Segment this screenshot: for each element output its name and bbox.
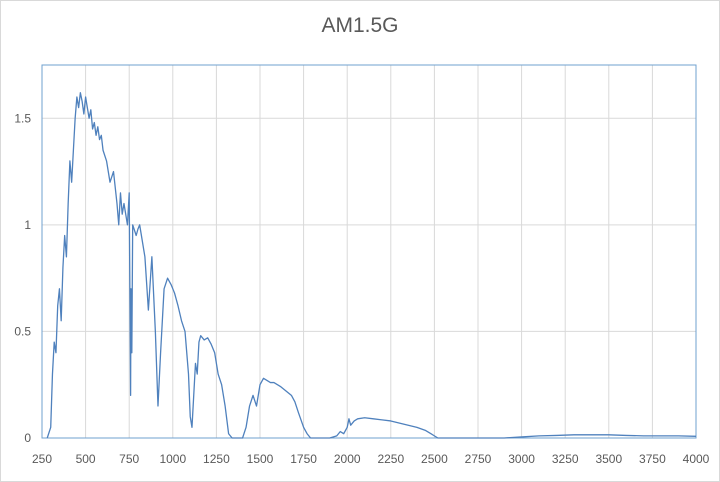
- x-tick-label: 2750: [465, 452, 492, 466]
- x-tick-label: 1750: [290, 452, 317, 466]
- x-tick-label: 1000: [159, 452, 186, 466]
- x-tick-label: 2000: [334, 452, 361, 466]
- axes: [41, 64, 697, 439]
- y-tick-label: 0: [24, 431, 31, 445]
- x-tick-label: 3750: [639, 452, 666, 466]
- tick-labels: 250 500 750 1000 1250 1500 1750 2000 2250 2500 275…: [14, 111, 709, 466]
- x-tick-label: 250: [32, 452, 52, 466]
- x-tick-label: 750: [119, 452, 139, 466]
- y-tick-label: 1: [24, 218, 31, 232]
- x-tick-label: 500: [76, 452, 96, 466]
- x-tick-label: 2250: [377, 452, 404, 466]
- y-tick-label: 1.5: [14, 111, 31, 125]
- x-tick-label: 3250: [552, 452, 579, 466]
- x-tick-label: 4000: [683, 452, 710, 466]
- x-tick-label: 1250: [203, 452, 230, 466]
- x-tick-label: 2500: [421, 452, 448, 466]
- y-tick-label: 0.5: [14, 324, 31, 338]
- series-line-0: [46, 92, 697, 439]
- x-tick-label: 1500: [247, 452, 274, 466]
- chart-title: AM1.5G: [321, 14, 399, 37]
- x-tick-label: 3500: [595, 452, 622, 466]
- series-layer: [46, 92, 697, 439]
- plot-area-border: [41, 64, 697, 439]
- x-tick-label: 3000: [508, 452, 535, 466]
- grid-lines: [41, 65, 697, 439]
